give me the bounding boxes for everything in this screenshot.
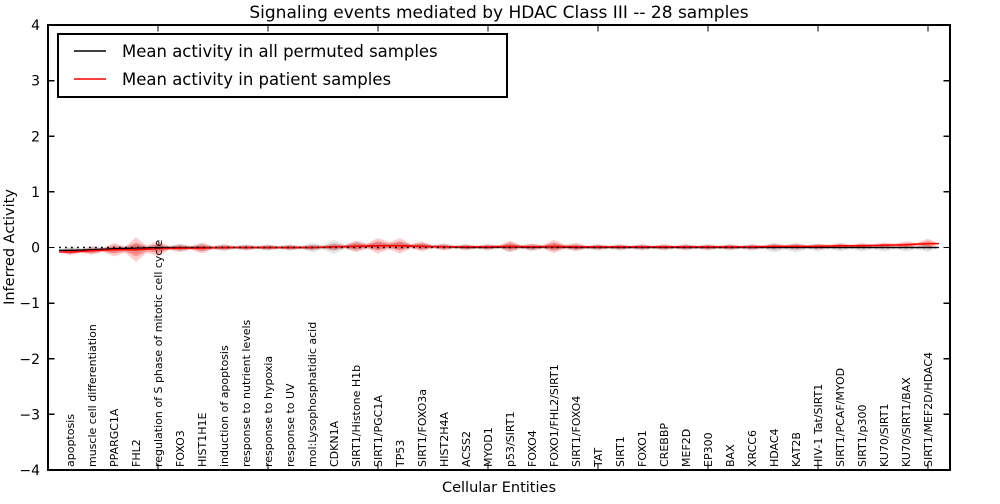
axis-ticks [48,24,950,471]
y-tick-label: −2 [19,352,40,368]
x-tick-label: BAX [724,444,737,467]
x-tick-label: SIRT1/p300 [856,405,869,467]
x-tick-label: response to hypoxia [262,356,275,467]
x-tick-label: HIV-1 Tat/SIRT1 [812,384,825,467]
x-tick-label: muscle cell differentiation [86,324,99,467]
x-tick-label: apoptosis [64,414,77,467]
x-tick-label: FOXO3 [174,430,187,467]
x-tick-label: HDAC4 [768,428,781,467]
x-tick-label: HIST2H4A [438,412,451,467]
x-tick-label: CREBBP [658,423,671,467]
x-tick-label: response to nutrient levels [240,319,253,467]
y-tick-label: 0 [31,241,40,257]
x-category-labels: apoptosis muscle cell differentiation PPAR… [64,239,935,468]
x-tick-label: FOXO1/FHL2/SIRT1 [548,364,561,467]
x-tick-label: mol:Lysophosphatidic acid [306,322,319,467]
x-tick-label: SIRT1/Histone H1b [350,365,363,467]
x-tick-label: SIRT1/FOXO3a [416,389,429,467]
y-axis-label: Inferred Activity [2,189,18,305]
x-tick-label: HIST1H1E [196,413,209,467]
y-tick-labels: 4 3 2 1 0 −1 −2 −3 −4 [19,18,40,479]
x-tick-label: ACSS2 [460,431,473,467]
x-tick-label: KU70/SIRT1 [878,404,891,467]
x-tick-label: PPARGC1A [108,408,121,467]
distribution-bands [59,237,939,262]
x-axis-label: Cellular Entities [442,480,556,496]
y-tick-label: −3 [19,407,40,423]
patient-sample-distribution-outer [59,237,939,262]
x-tick-label: KAT2B [790,432,803,467]
y-tick-label: −4 [19,463,40,479]
x-tick-label: SIRT1/FOXO4 [570,396,583,467]
y-tick-label: 2 [31,129,40,145]
x-tick-label: XRCC6 [746,430,759,467]
y-tick-label: 1 [31,185,40,201]
legend-label-patient: Mean activity in patient samples [122,70,391,89]
x-tick-label: SIRT1 [614,436,627,467]
x-tick-label: regulation of S phase of mitotic cell cy… [152,239,165,467]
y-tick-label: −1 [19,296,40,312]
x-tick-label: induction of apoptosis [218,345,231,467]
chart-title: Signaling events mediated by HDAC Class … [249,3,748,23]
x-tick-label: SIRT1/MEF2D/HDAC4 [922,352,935,467]
x-tick-label: FOXO1 [636,430,649,467]
legend-box [57,33,508,98]
x-tick-label: SIRT1/PGC1A [372,395,385,467]
x-tick-label: MYOD1 [482,427,495,467]
x-tick-label: MEF2D [680,429,693,467]
x-tick-label: FHL2 [130,439,143,467]
x-tick-label: CDKN1A [328,420,341,467]
x-tick-label: EP300 [702,432,715,467]
x-tick-label: p53/SIRT1 [504,412,517,467]
x-tick-label: response to UV [284,383,297,467]
legend-label-permuted: Mean activity in all permuted samples [122,42,438,61]
y-tick-label: 3 [31,74,40,90]
x-tick-label: KU70/SIRT1/BAX [900,377,913,467]
x-tick-label: SIRT1/PCAF/MYOD [834,368,847,467]
x-tick-label: TP53 [394,440,407,468]
x-tick-label: TAT [592,447,605,468]
x-tick-label: FOXO4 [526,430,539,467]
y-tick-label: 4 [31,18,40,34]
legend: Mean activity in all permuted samples Me… [57,33,508,98]
